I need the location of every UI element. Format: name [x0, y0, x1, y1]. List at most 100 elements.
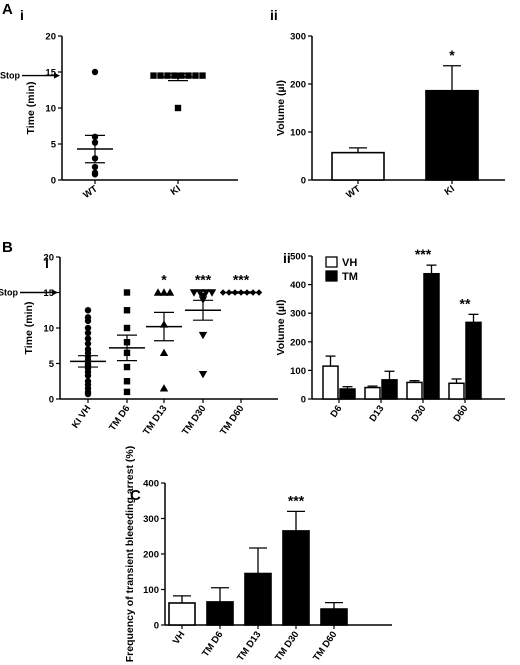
x-tick-label: D6 — [328, 403, 344, 419]
chart-a-i: 0 5 10 15 20 WT KI Time (min) Stop — [0, 32, 238, 201]
bar — [423, 272, 440, 400]
significance-label: * — [161, 272, 167, 288]
chart-a-ii: 0 100 200 300 WT KI Volume (µl) * — [275, 32, 505, 201]
legend-label: TM — [342, 271, 358, 283]
y-tick-label: 15 — [45, 68, 56, 79]
y-tick-label: 200 — [290, 80, 306, 91]
panel-label-B-ii: ii — [283, 250, 291, 266]
data-point — [157, 72, 164, 79]
x-tick-label: VH — [171, 629, 188, 646]
bar — [425, 89, 479, 181]
data-point — [159, 384, 169, 392]
panel-label-A: A — [2, 1, 13, 18]
significance-label: *** — [415, 246, 432, 262]
chart-c: 0 100 200 300 400 VH TM D6 TM D13 TM D30 TM D60 Fr… — [124, 446, 392, 663]
bar — [168, 602, 196, 626]
y-axis-label: Volume (µl) — [275, 80, 287, 136]
x-tick-label: KI — [443, 183, 457, 197]
legend-swatch — [325, 270, 338, 282]
y-tick-label: 5 — [49, 359, 55, 370]
y-axis-label: Time (min) — [23, 302, 35, 355]
panel-label-B-i: i — [45, 255, 49, 271]
y-tick-label: 0 — [51, 176, 56, 187]
y-tick-label: 20 — [45, 32, 56, 43]
y-tick-label: 400 — [290, 280, 306, 291]
y-tick-label: 20 — [43, 253, 54, 264]
x-tick-label: TM D30 — [273, 629, 301, 663]
y-tick-label: 0 — [154, 621, 159, 632]
data-point — [150, 72, 157, 79]
x-tick-label: TM D13 — [235, 629, 263, 663]
x-tick-label: TM D30 — [180, 403, 208, 437]
x-tick-label: D60 — [451, 403, 470, 424]
bar — [282, 530, 310, 626]
data-point — [123, 388, 131, 396]
data-point — [84, 324, 92, 332]
data-point — [192, 72, 199, 79]
bar — [448, 382, 465, 400]
bar — [364, 386, 381, 400]
chart-b-ii: 0 100 200 300 400 500 D6 D13 D30 D60 Volume (µl) **… — [275, 246, 505, 424]
data-point — [91, 163, 99, 171]
x-tick-label: TM D60 — [311, 629, 339, 663]
data-point — [198, 331, 208, 340]
data-point — [123, 378, 131, 385]
y-tick-label: 100 — [290, 366, 306, 377]
stop-arrow-head — [54, 72, 60, 79]
bar — [465, 321, 482, 400]
bar — [339, 388, 356, 400]
data-point — [185, 72, 192, 79]
bar — [322, 365, 339, 400]
legend-label: VH — [342, 257, 357, 269]
x-tick-label: KI VH — [70, 403, 94, 430]
y-tick-label: 100 — [143, 585, 159, 596]
data-point — [123, 289, 131, 296]
x-tick-label: TM D60 — [218, 403, 246, 437]
significance-label: * — [449, 47, 455, 63]
significance-label: *** — [233, 272, 250, 288]
y-tick-label: 200 — [290, 337, 306, 348]
data-point — [84, 329, 92, 337]
data-point — [174, 104, 182, 112]
significance-label: *** — [195, 272, 212, 288]
x-tick-label: TM D6 — [107, 403, 132, 433]
y-axis-label: Volume (µl) — [275, 299, 287, 355]
y-tick-label: 100 — [290, 128, 306, 139]
data-point — [207, 289, 217, 297]
data-point — [199, 72, 206, 79]
x-tick-label: D30 — [409, 403, 428, 424]
significance-label: ** — [460, 295, 471, 311]
data-point — [123, 307, 131, 314]
y-tick-label: 5 — [51, 140, 57, 151]
y-tick-label: 10 — [45, 104, 56, 115]
y-tick-label: 10 — [43, 324, 54, 335]
data-point — [189, 289, 199, 297]
x-tick-label: TM D6 — [200, 629, 225, 659]
data-point — [84, 390, 92, 398]
y-tick-label: 500 — [290, 252, 306, 263]
y-tick-label: 300 — [290, 32, 306, 43]
data-point — [153, 288, 163, 296]
data-point — [84, 335, 92, 342]
data-point — [159, 348, 169, 357]
stop-label: Stop — [0, 288, 18, 298]
data-point — [159, 288, 169, 296]
data-point — [164, 72, 171, 79]
data-point — [84, 340, 92, 347]
y-tick-label: 300 — [143, 514, 159, 525]
y-tick-label: 400 — [143, 479, 159, 490]
stop-label: Stop — [0, 71, 20, 81]
stop-arrow-head — [52, 289, 58, 296]
data-point — [84, 317, 92, 325]
bar — [244, 572, 272, 626]
data-point — [165, 288, 175, 296]
legend-swatch — [325, 256, 338, 268]
y-axis-label: Frequency of transient bleeeding arrest … — [124, 446, 136, 662]
x-tick-label: WT — [81, 183, 100, 201]
data-point — [198, 370, 208, 379]
y-tick-label: 200 — [143, 550, 159, 561]
significance-label: *** — [288, 492, 305, 508]
bar — [331, 151, 385, 181]
y-tick-label: 15 — [43, 288, 54, 299]
